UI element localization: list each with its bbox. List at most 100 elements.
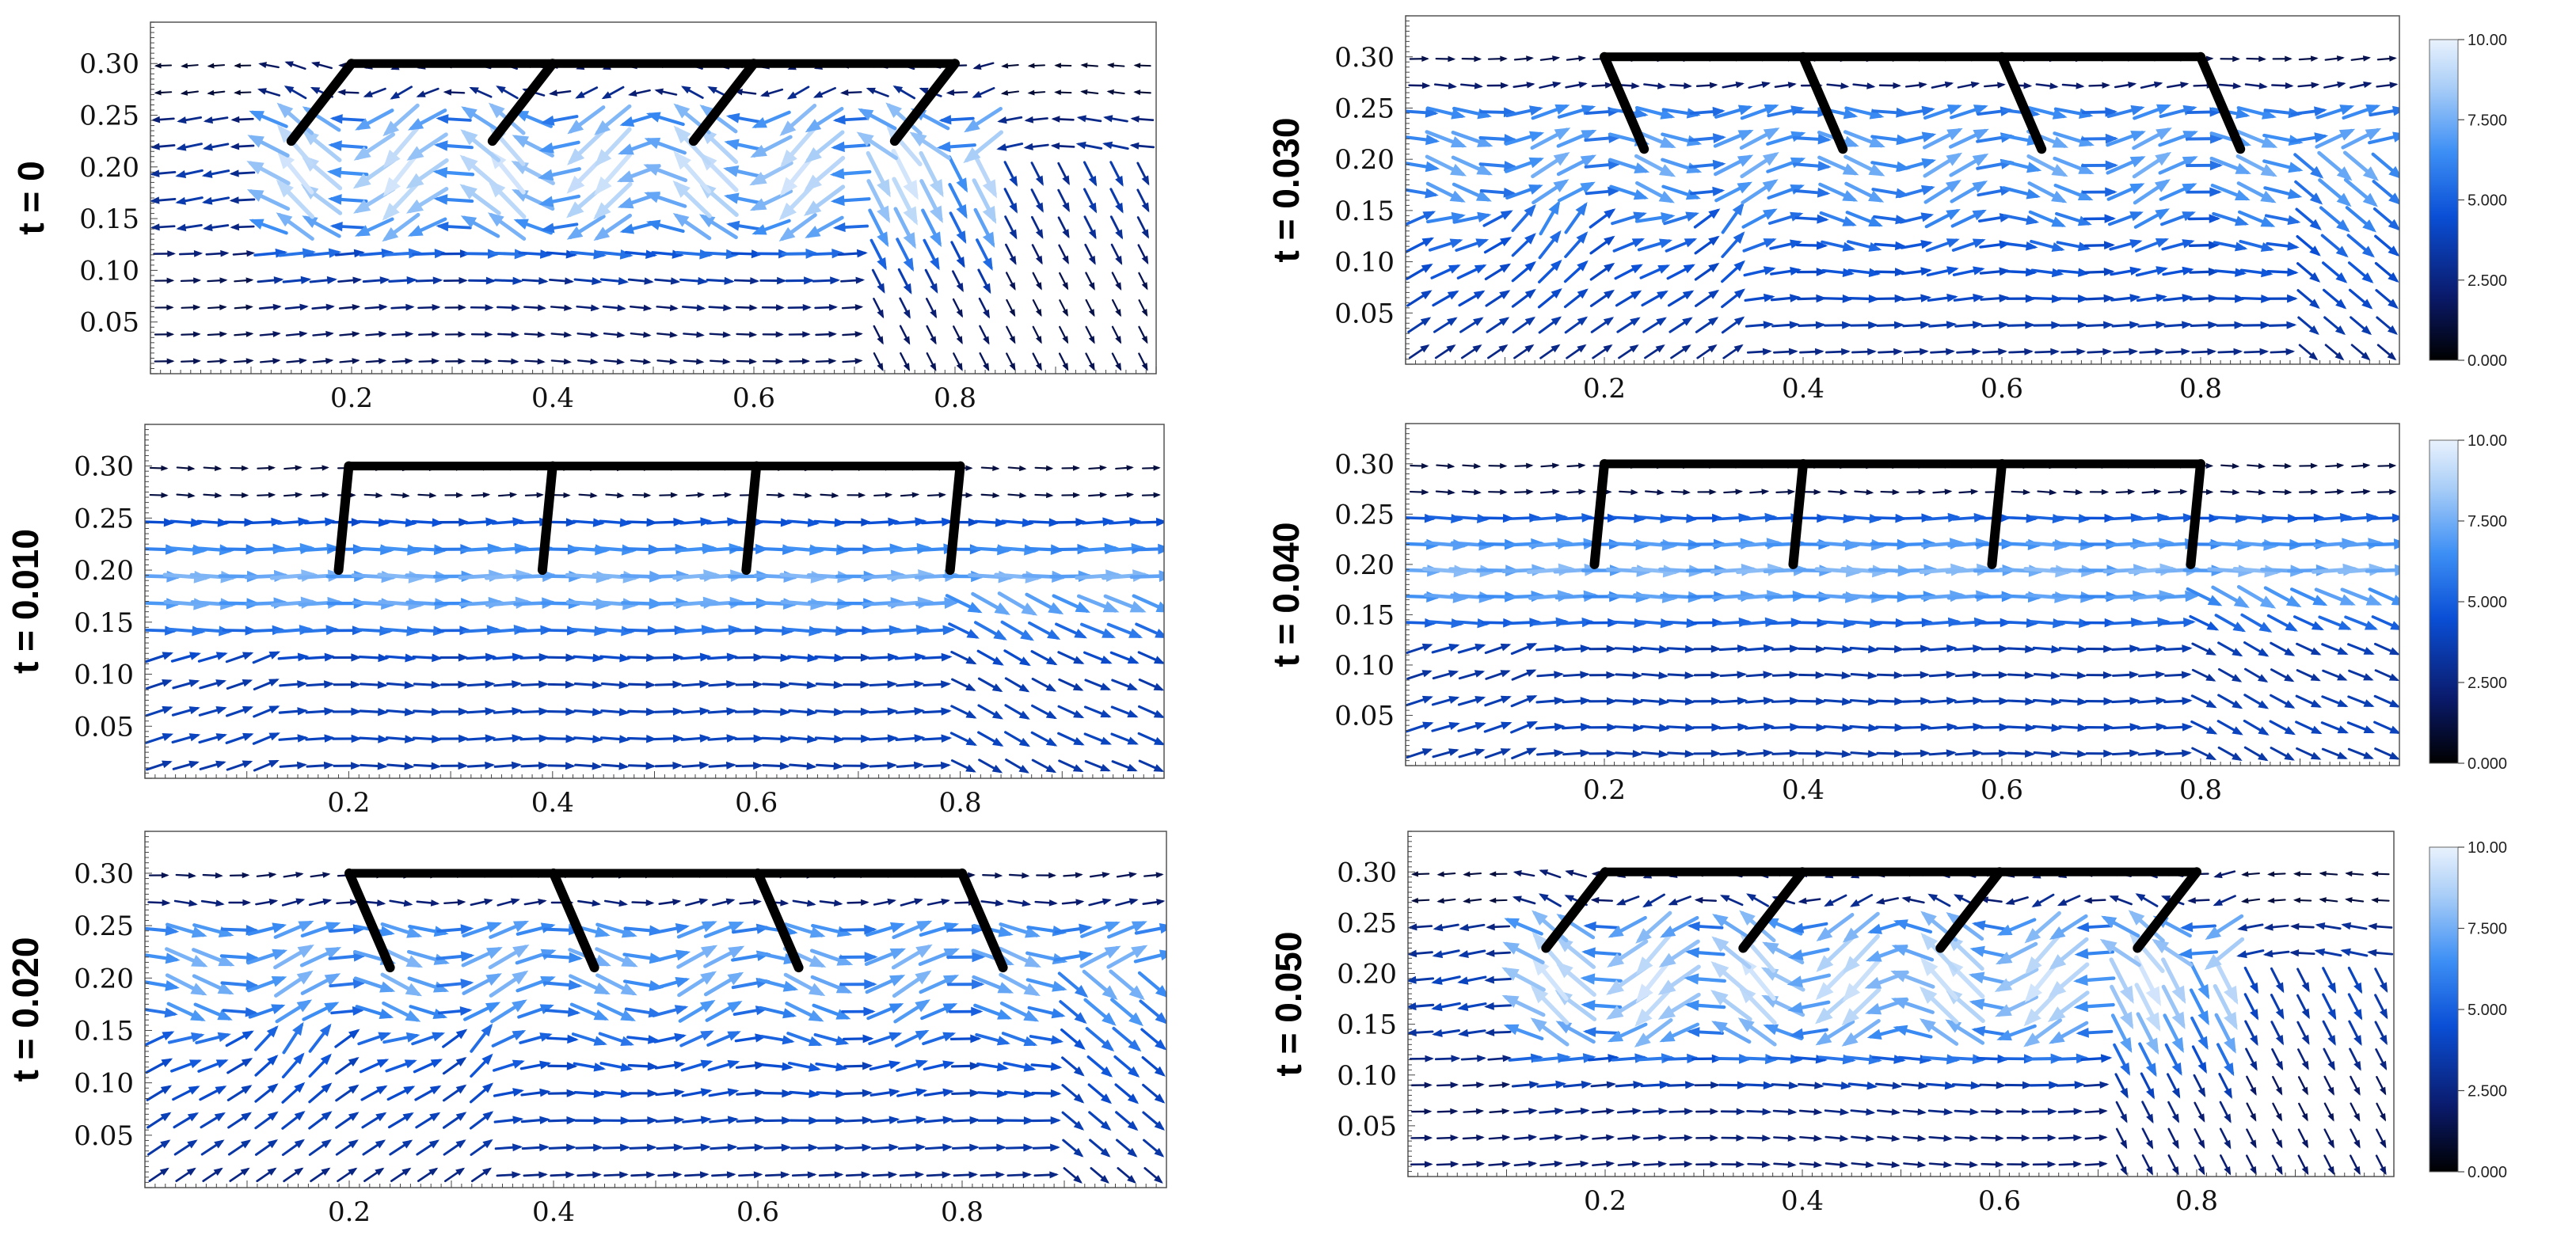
arrow bbox=[2194, 1154, 2205, 1176]
arrow bbox=[511, 161, 555, 185]
arrow bbox=[1004, 1116, 1035, 1125]
arrow bbox=[734, 734, 765, 743]
arrow bbox=[843, 1089, 873, 1097]
arrow bbox=[470, 1167, 493, 1183]
arrow bbox=[2246, 489, 2266, 496]
arrow bbox=[1138, 325, 1148, 344]
arrow bbox=[460, 215, 500, 238]
arrow bbox=[1539, 55, 1561, 62]
arrow bbox=[1103, 594, 1147, 613]
arrow bbox=[364, 303, 388, 311]
arrow bbox=[2371, 152, 2399, 179]
arrow bbox=[1406, 748, 1433, 758]
arrow bbox=[2294, 180, 2323, 205]
arrow bbox=[1000, 89, 1020, 96]
arrow bbox=[1511, 747, 1537, 760]
arrow bbox=[979, 325, 990, 345]
arrow bbox=[1954, 1161, 1979, 1169]
arrow bbox=[1822, 1082, 1852, 1090]
arrow bbox=[2114, 1073, 2129, 1099]
arrow bbox=[332, 653, 362, 662]
arrow bbox=[1406, 721, 1434, 733]
arrow bbox=[2048, 962, 2090, 998]
arrow bbox=[1845, 211, 1883, 227]
arrow bbox=[683, 331, 705, 338]
arrow bbox=[1663, 211, 1699, 226]
arrow bbox=[1588, 1054, 1619, 1063]
arrow bbox=[415, 276, 443, 285]
arrow bbox=[1616, 1108, 1642, 1115]
arrow bbox=[892, 920, 933, 940]
arrow bbox=[2213, 983, 2238, 1031]
arrow bbox=[2220, 55, 2240, 63]
arrow bbox=[923, 1060, 955, 1071]
arrow bbox=[1511, 203, 1536, 233]
arrow bbox=[792, 899, 816, 907]
arrow bbox=[2083, 897, 2106, 904]
arrow bbox=[2315, 922, 2342, 930]
arrow bbox=[2267, 294, 2298, 303]
arrow bbox=[1823, 321, 1853, 329]
arrow bbox=[2004, 1081, 2033, 1089]
arrow bbox=[2059, 750, 2087, 758]
arrow bbox=[679, 652, 712, 662]
arrow bbox=[1425, 130, 1467, 148]
arrow bbox=[2350, 1154, 2361, 1176]
structure-leg-4 bbox=[889, 59, 960, 146]
arrow bbox=[2240, 898, 2261, 904]
arrow bbox=[1637, 238, 1673, 252]
arrow bbox=[1902, 644, 1931, 653]
arrow bbox=[815, 1062, 848, 1072]
arrow bbox=[750, 135, 793, 158]
arrow bbox=[603, 899, 629, 907]
arrow bbox=[2086, 671, 2114, 679]
arrow bbox=[759, 88, 784, 97]
arrow bbox=[1004, 677, 1030, 693]
minor-ticks bbox=[1405, 15, 2400, 365]
arrow bbox=[1957, 81, 1981, 89]
arrow bbox=[2187, 897, 2210, 904]
arrow bbox=[679, 517, 713, 527]
arrow bbox=[2133, 179, 2171, 205]
arrow bbox=[2215, 294, 2246, 303]
arrow bbox=[1692, 723, 1722, 732]
arrow bbox=[788, 681, 817, 690]
arrow bbox=[596, 1002, 636, 1021]
colorbar-tick-label: 10.00 bbox=[2468, 839, 2507, 857]
arrow bbox=[816, 1116, 847, 1125]
y-tick-label: 0.30 bbox=[1334, 42, 1395, 74]
arrow bbox=[405, 187, 449, 214]
arrow bbox=[1538, 893, 1562, 907]
arrow bbox=[459, 154, 501, 191]
arrow bbox=[172, 1085, 200, 1101]
arrow bbox=[1511, 669, 1537, 681]
arrow bbox=[1950, 105, 1988, 120]
arrow bbox=[1452, 182, 1492, 202]
x-tick-label: 0.8 bbox=[934, 382, 976, 414]
arrow bbox=[339, 331, 360, 337]
arrow bbox=[1971, 1025, 2011, 1037]
arrow bbox=[1923, 104, 1962, 120]
arrow bbox=[1848, 294, 1880, 303]
arrow bbox=[787, 1061, 821, 1072]
arrow bbox=[1874, 241, 1907, 251]
vector-field bbox=[1406, 55, 2399, 361]
arrow bbox=[145, 652, 174, 663]
arrow bbox=[1004, 731, 1031, 747]
arrow bbox=[1059, 325, 1069, 344]
arrow bbox=[1488, 1082, 1511, 1089]
arrow bbox=[1644, 344, 1665, 359]
arrow bbox=[1109, 188, 1124, 214]
arrow bbox=[2160, 211, 2196, 226]
arrow bbox=[655, 1116, 685, 1124]
y-tick-label: 0.10 bbox=[74, 660, 134, 691]
arrow bbox=[1053, 950, 1094, 962]
arrow bbox=[2289, 949, 2315, 957]
arrow bbox=[1436, 1082, 1459, 1089]
arrow bbox=[176, 143, 203, 151]
arrow bbox=[1794, 187, 1831, 198]
arrow bbox=[1486, 923, 1511, 931]
arrow bbox=[2348, 288, 2373, 310]
arrow bbox=[1462, 1134, 1485, 1142]
arrow bbox=[953, 1171, 979, 1179]
